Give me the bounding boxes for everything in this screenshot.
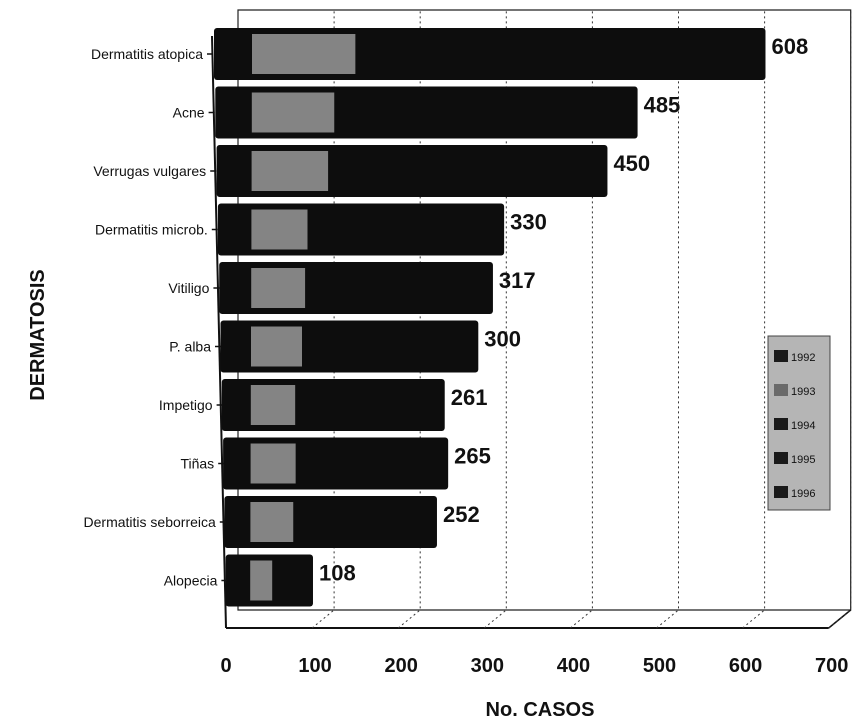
value-label-9: 108: [319, 561, 356, 586]
legend-swatch-1994: [774, 418, 788, 430]
legend-swatch-1992: [774, 350, 788, 362]
x-axis-title: No. CASOS: [486, 699, 595, 721]
y-axis-title: DERMATOSIS: [27, 269, 49, 401]
value-label-4: 317: [499, 268, 536, 293]
bar-segment-7: [250, 443, 296, 484]
x-tick-labels: 0 100 200 300 400 500 600 700: [220, 655, 848, 677]
category-label-3: Dermatitis microb.: [95, 222, 208, 238]
bar-segment-5: [251, 326, 302, 367]
legend-label-1992: 1992: [791, 352, 815, 364]
legend-swatch-1995: [774, 452, 788, 464]
floor-edge: [828, 609, 852, 629]
legend-label-1996: 1996: [791, 488, 815, 500]
x-tick-600: 600: [729, 655, 762, 677]
legend-swatch-1996: [774, 486, 788, 498]
chart-bars: [214, 28, 766, 607]
value-label-0: 608: [771, 34, 808, 59]
bar-segment-8: [250, 502, 294, 542]
category-label-4: Vitiligo: [168, 280, 209, 296]
x-tick-500: 500: [643, 655, 676, 677]
x-tick-200: 200: [385, 655, 418, 677]
value-label-5: 300: [484, 327, 521, 352]
x-tick-0: 0: [220, 655, 231, 677]
category-label-7: Tiñas: [180, 456, 214, 472]
value-label-8: 252: [443, 502, 480, 527]
category-label-9: Alopecia: [164, 573, 218, 589]
value-label-2: 450: [613, 151, 650, 176]
category-label-5: P. alba: [169, 339, 211, 355]
value-labels: 608 485 450 330 317 300 261 265 252 108: [319, 34, 808, 586]
value-label-6: 261: [451, 385, 488, 410]
category-labels: Dermatitis atopica Acne Verrugas vulgares D…: [84, 46, 228, 589]
legend-label-1993: 1993: [791, 386, 815, 398]
x-tick-700: 700: [815, 655, 848, 677]
y-axis-line: [211, 35, 227, 629]
bar-segment-1: [251, 92, 335, 133]
category-label-8: Dermatitis seborreica: [84, 514, 216, 530]
bar-segment-9: [250, 560, 273, 601]
bar-segment-2: [251, 151, 329, 191]
bar-segment-3: [251, 209, 308, 250]
legend-label-1994: 1994: [791, 420, 815, 432]
value-label-7: 265: [454, 444, 491, 469]
value-label-3: 330: [510, 210, 547, 235]
value-label-1: 485: [644, 93, 681, 118]
gridline-600: [742, 10, 766, 629]
category-label-0: Dermatitis atopica: [91, 46, 203, 62]
category-label-2: Verrugas vulgares: [93, 163, 206, 179]
bar-segment-4: [251, 268, 306, 308]
legend-label-1995: 1995: [791, 454, 815, 466]
bar-segment-0: [252, 34, 356, 74]
x-tick-300: 300: [471, 655, 504, 677]
category-label-6: Impetigo: [159, 397, 213, 413]
x-tick-400: 400: [557, 655, 590, 677]
category-label-1: Acne: [173, 105, 205, 121]
gridline-700: [828, 10, 852, 629]
x-tick-100: 100: [298, 655, 331, 677]
bar-segment-6: [250, 385, 296, 425]
legend-swatch-1993: [774, 384, 788, 396]
legend: 1992 1993 1994 1995 1996: [767, 335, 831, 511]
